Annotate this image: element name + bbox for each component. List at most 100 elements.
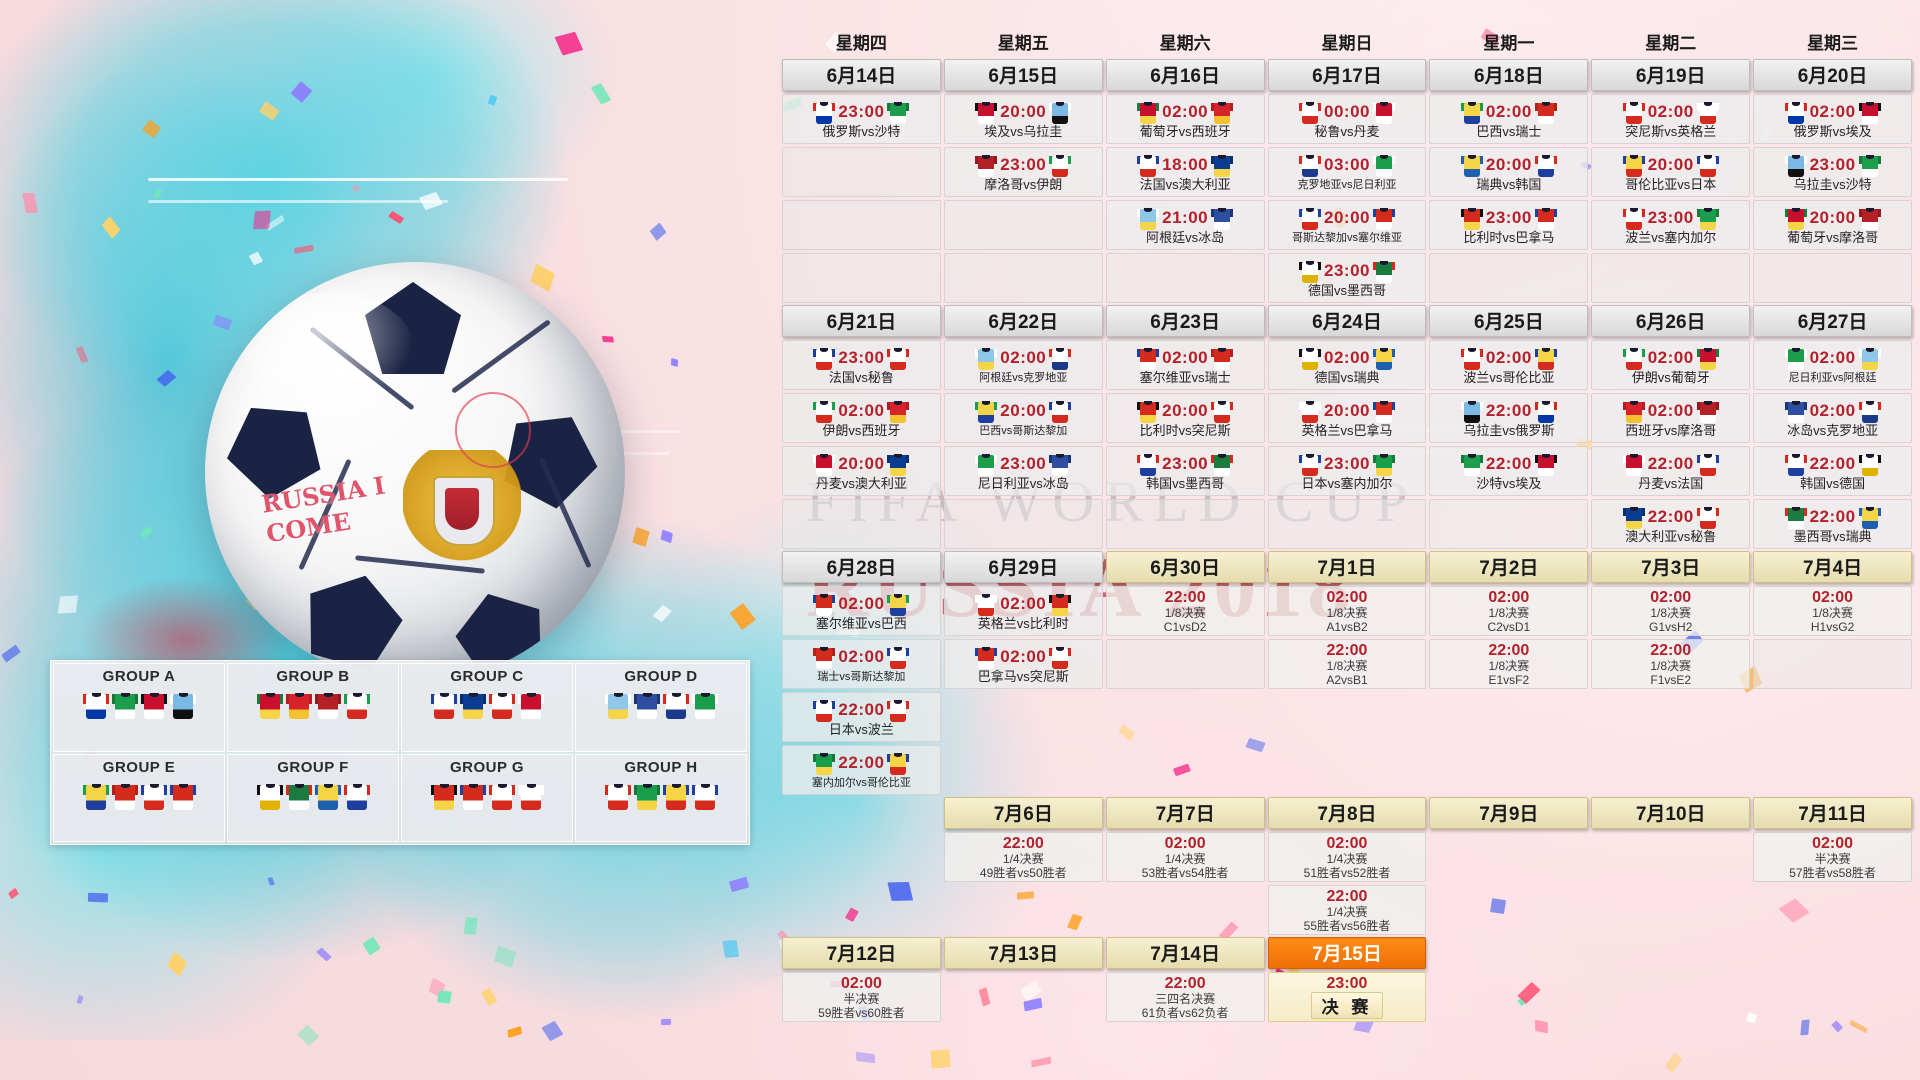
date-header[interactable]: 7月13日 bbox=[943, 937, 1103, 969]
group-cell-group-e[interactable]: GROUP E bbox=[53, 753, 225, 842]
match-cell[interactable]: 20:00 哥伦比亚vs日本 bbox=[1591, 147, 1751, 197]
knockout-match-cell[interactable]: 22:00 1/8决赛 F1vsE2 bbox=[1591, 639, 1751, 689]
date-header[interactable]: 6月20日 bbox=[1753, 59, 1912, 91]
match-cell[interactable]: 02:00 伊朗vs葡萄牙 bbox=[1591, 340, 1751, 390]
match-cell[interactable]: 22:00 沙特vs埃及 bbox=[1429, 446, 1589, 496]
match-cell[interactable]: 22:00 墨西哥vs瑞典 bbox=[1753, 499, 1912, 549]
date-header[interactable]: 7月3日 bbox=[1591, 551, 1751, 583]
match-cell[interactable]: 00:00 秘鲁vs丹麦 bbox=[1267, 94, 1427, 144]
group-cell-group-c[interactable]: GROUP C bbox=[401, 663, 573, 752]
match-cell[interactable]: 02:00 瑞士vs哥斯达黎加 bbox=[782, 639, 941, 689]
match-cell[interactable]: 22:00 塞内加尔vs哥伦比亚 bbox=[782, 745, 941, 795]
match-cell[interactable]: 02:00 巴拿马vs突尼斯 bbox=[943, 639, 1103, 689]
match-cell[interactable]: 23:00 韩国vs墨西哥 bbox=[1105, 446, 1265, 496]
date-header[interactable]: 6月18日 bbox=[1429, 59, 1589, 91]
knockout-match-cell[interactable]: 02:00 1/8决赛 C2vsD1 bbox=[1429, 586, 1589, 636]
date-header[interactable]: 6月24日 bbox=[1267, 305, 1427, 337]
group-cell-group-b[interactable]: GROUP B bbox=[227, 663, 399, 752]
group-cell-group-h[interactable]: GROUP H bbox=[575, 753, 747, 842]
date-header[interactable]: 6月14日 bbox=[782, 59, 941, 91]
match-cell[interactable]: 20:00 瑞典vs韩国 bbox=[1429, 147, 1589, 197]
date-header[interactable]: 7月2日 bbox=[1429, 551, 1589, 583]
match-cell[interactable]: 02:00 葡萄牙vs西班牙 bbox=[1105, 94, 1265, 144]
match-cell[interactable]: 03:00 克罗地亚vs尼日利亚 bbox=[1267, 147, 1427, 197]
match-cell[interactable]: 18:00 法国vs澳大利亚 bbox=[1105, 147, 1265, 197]
match-cell[interactable]: 23:00 俄罗斯vs沙特 bbox=[782, 94, 941, 144]
date-header[interactable]: 7月9日 bbox=[1429, 797, 1589, 829]
date-header[interactable]: 7月6日 bbox=[943, 797, 1103, 829]
date-header[interactable]: 6月15日 bbox=[943, 59, 1103, 91]
knockout-match-cell[interactable]: 02:00 半决赛 57胜者vs58胜者 bbox=[1753, 832, 1912, 882]
match-cell[interactable]: 22:00 韩国vs德国 bbox=[1753, 446, 1912, 496]
date-header[interactable]: 7月12日 bbox=[782, 937, 941, 969]
knockout-match-cell[interactable]: 02:00 1/4决赛 51胜者vs52胜者 bbox=[1267, 832, 1427, 882]
knockout-match-cell[interactable]: 22:00 1/4决赛 49胜者vs50胜者 bbox=[943, 832, 1103, 882]
match-cell[interactable]: 02:00 塞尔维亚vs瑞士 bbox=[1105, 340, 1265, 390]
date-header[interactable]: 7月15日 bbox=[1267, 937, 1427, 969]
knockout-match-cell[interactable]: 02:00 1/8决赛 A1vsB2 bbox=[1267, 586, 1427, 636]
date-header[interactable]: 7月11日 bbox=[1753, 797, 1912, 829]
group-cell-group-g[interactable]: GROUP G bbox=[401, 753, 573, 842]
group-cell-group-a[interactable]: GROUP A bbox=[53, 663, 225, 752]
match-cell[interactable]: 20:00 葡萄牙vs摩洛哥 bbox=[1753, 200, 1912, 250]
date-header[interactable]: 6月17日 bbox=[1267, 59, 1427, 91]
knockout-match-cell[interactable]: 02:00 半决赛 59胜者vs60胜者 bbox=[782, 972, 941, 1022]
match-cell[interactable]: 22:00 澳大利亚vs秘鲁 bbox=[1591, 499, 1751, 549]
knockout-match-cell[interactable]: 22:00 1/4决赛 55胜者vs56胜者 bbox=[1267, 885, 1427, 935]
match-cell[interactable]: 02:00 冰岛vs克罗地亚 bbox=[1753, 393, 1912, 443]
match-cell[interactable]: 02:00 巴西vs瑞士 bbox=[1429, 94, 1589, 144]
match-cell[interactable]: 02:00 西班牙vs摩洛哥 bbox=[1591, 393, 1751, 443]
match-cell[interactable]: 23:00 比利时vs巴拿马 bbox=[1429, 200, 1589, 250]
match-cell[interactable]: 23:00 德国vs墨西哥 bbox=[1267, 253, 1427, 303]
match-cell[interactable]: 23:00 尼日利亚vs冰岛 bbox=[943, 446, 1103, 496]
date-header[interactable]: 6月26日 bbox=[1591, 305, 1751, 337]
match-cell[interactable]: 02:00 德国vs瑞典 bbox=[1267, 340, 1427, 390]
date-header[interactable]: 6月29日 bbox=[943, 551, 1103, 583]
date-header[interactable]: 6月27日 bbox=[1753, 305, 1912, 337]
knockout-match-cell[interactable]: 02:00 1/8决赛 G1vsH2 bbox=[1591, 586, 1751, 636]
match-cell[interactable]: 23:00 摩洛哥vs伊朗 bbox=[943, 147, 1103, 197]
match-cell[interactable]: 02:00 俄罗斯vs埃及 bbox=[1753, 94, 1912, 144]
match-cell[interactable]: 22:00 乌拉圭vs俄罗斯 bbox=[1429, 393, 1589, 443]
date-header[interactable]: 6月25日 bbox=[1429, 305, 1589, 337]
match-cell[interactable]: 02:00 突尼斯vs英格兰 bbox=[1591, 94, 1751, 144]
match-cell[interactable]: 23:00 日本vs塞内加尔 bbox=[1267, 446, 1427, 496]
match-cell[interactable]: 22:00 丹麦vs法国 bbox=[1591, 446, 1751, 496]
match-cell[interactable]: 02:00 波兰vs哥伦比亚 bbox=[1429, 340, 1589, 390]
date-header[interactable]: 6月16日 bbox=[1105, 59, 1265, 91]
date-header[interactable]: 7月4日 bbox=[1753, 551, 1912, 583]
knockout-match-cell[interactable]: 02:00 1/4决赛 53胜者vs54胜者 bbox=[1105, 832, 1265, 882]
match-cell[interactable]: 02:00 伊朗vs西班牙 bbox=[782, 393, 941, 443]
date-header[interactable]: 7月7日 bbox=[1105, 797, 1265, 829]
match-cell[interactable]: 20:00 丹麦vs澳大利亚 bbox=[782, 446, 941, 496]
date-header[interactable]: 6月30日 bbox=[1105, 551, 1265, 583]
date-header[interactable]: 6月19日 bbox=[1591, 59, 1751, 91]
match-cell[interactable]: 20:00 英格兰vs巴拿马 bbox=[1267, 393, 1427, 443]
match-cell[interactable]: 20:00 哥斯达黎加vs塞尔维亚 bbox=[1267, 200, 1427, 250]
match-cell[interactable]: 22:00 日本vs波兰 bbox=[782, 692, 941, 742]
knockout-match-cell[interactable]: 02:00 1/8决赛 H1vsG2 bbox=[1753, 586, 1912, 636]
date-header[interactable]: 7月10日 bbox=[1591, 797, 1751, 829]
group-cell-group-d[interactable]: GROUP D bbox=[575, 663, 747, 752]
match-cell[interactable]: 02:00 尼日利亚vs阿根廷 bbox=[1753, 340, 1912, 390]
match-cell[interactable]: 02:00 阿根廷vs克罗地亚 bbox=[943, 340, 1103, 390]
final-match-cell[interactable]: 23:00 决 赛 bbox=[1267, 972, 1427, 1022]
match-cell[interactable]: 02:00 英格兰vs比利时 bbox=[943, 586, 1103, 636]
match-cell[interactable]: 20:00 比利时vs突尼斯 bbox=[1105, 393, 1265, 443]
date-header[interactable]: 6月28日 bbox=[782, 551, 941, 583]
match-cell[interactable]: 21:00 阿根廷vs冰岛 bbox=[1105, 200, 1265, 250]
group-cell-group-f[interactable]: GROUP F bbox=[227, 753, 399, 842]
match-cell[interactable]: 20:00 埃及vs乌拉圭 bbox=[943, 94, 1103, 144]
match-cell[interactable]: 23:00 乌拉圭vs沙特 bbox=[1753, 147, 1912, 197]
date-header[interactable]: 7月8日 bbox=[1267, 797, 1427, 829]
date-header[interactable]: 6月23日 bbox=[1105, 305, 1265, 337]
date-header[interactable]: 6月22日 bbox=[943, 305, 1103, 337]
match-cell[interactable]: 20:00 巴西vs哥斯达黎加 bbox=[943, 393, 1103, 443]
match-cell[interactable]: 02:00 塞尔维亚vs巴西 bbox=[782, 586, 941, 636]
knockout-match-cell[interactable]: 22:00 1/8决赛 A2vsB1 bbox=[1267, 639, 1427, 689]
date-header[interactable]: 6月21日 bbox=[782, 305, 941, 337]
match-cell[interactable]: 23:00 波兰vs塞内加尔 bbox=[1591, 200, 1751, 250]
knockout-match-cell[interactable]: 22:00 1/8决赛 E1vsF2 bbox=[1429, 639, 1589, 689]
knockout-match-cell[interactable]: 22:00 1/8决赛 C1vsD2 bbox=[1105, 586, 1265, 636]
date-header[interactable]: 7月14日 bbox=[1105, 937, 1265, 969]
